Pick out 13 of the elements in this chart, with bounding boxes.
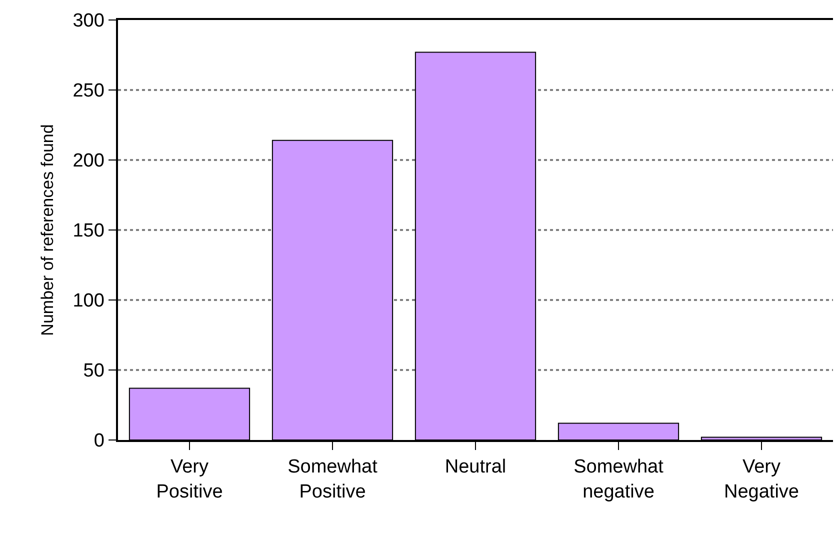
y-tick-label: 50 bbox=[83, 360, 104, 382]
x-tick-label: Very Positive bbox=[156, 456, 223, 502]
y-tick-label: 150 bbox=[72, 220, 104, 242]
x-tick-label: Very Negative bbox=[724, 456, 799, 502]
x-tick-label: Somewhat Positive bbox=[288, 456, 378, 502]
y-tick-label: 250 bbox=[72, 80, 104, 102]
y-tick-label: 300 bbox=[72, 10, 104, 32]
x-tick-label: Somewhat negative bbox=[574, 456, 664, 502]
y-tick-label: 100 bbox=[72, 290, 104, 312]
y-tick-label: 0 bbox=[94, 430, 104, 452]
x-tick-label: Neutral bbox=[444, 456, 506, 478]
y-axis-title: Number of references found bbox=[38, 124, 57, 336]
y-tick-label: 200 bbox=[72, 150, 104, 172]
